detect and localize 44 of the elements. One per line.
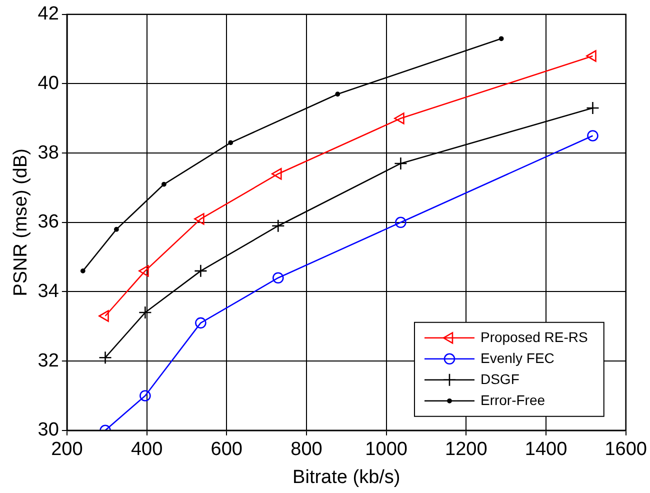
x-tick-label: 1200 — [445, 439, 488, 460]
point — [587, 130, 598, 142]
x-tick-label: 1600 — [604, 439, 648, 460]
legend-label: Evenly FEC — [480, 350, 554, 366]
y-tick-label: 38 — [38, 142, 59, 164]
point — [162, 182, 166, 187]
point — [140, 390, 151, 402]
x-axis-title: Bitrate (kb/s) — [292, 466, 400, 488]
point — [138, 265, 149, 277]
point — [498, 36, 504, 42]
point — [138, 306, 152, 320]
point — [394, 156, 408, 170]
x-tick-label: 400 — [130, 439, 163, 460]
legend-label: DSGF — [480, 370, 520, 387]
point — [335, 92, 340, 97]
x-tick-label: 800 — [290, 439, 322, 460]
y-tick-label: 30 — [38, 420, 59, 441]
point — [98, 310, 109, 322]
point — [194, 213, 204, 225]
point — [194, 264, 208, 278]
y-tick-label: 42 — [38, 4, 59, 25]
legend-label: Error-Free — [480, 392, 546, 408]
legend-label: Proposed RE-RS — [480, 328, 588, 345]
point — [195, 317, 206, 329]
x-tick-label: 1000 — [365, 439, 408, 460]
y-axis-title: PSNR (mse) (dB) — [10, 148, 32, 296]
y-tick-label: 40 — [38, 72, 59, 94]
x-tick-label: 600 — [210, 439, 242, 460]
point — [586, 101, 600, 115]
y-tick-label: 34 — [38, 280, 60, 302]
x-tick-label: 200 — [51, 439, 83, 460]
point — [114, 226, 119, 232]
point — [395, 216, 406, 228]
y-tick-label: 36 — [38, 212, 59, 233]
x-tick-label: 1400 — [524, 439, 568, 460]
point — [272, 272, 284, 284]
point — [98, 350, 112, 364]
y-tick-label: 32 — [38, 350, 59, 372]
point — [271, 219, 285, 233]
point — [80, 268, 86, 274]
point — [271, 168, 282, 180]
point — [586, 50, 596, 62]
point — [394, 112, 404, 124]
point — [228, 140, 234, 146]
